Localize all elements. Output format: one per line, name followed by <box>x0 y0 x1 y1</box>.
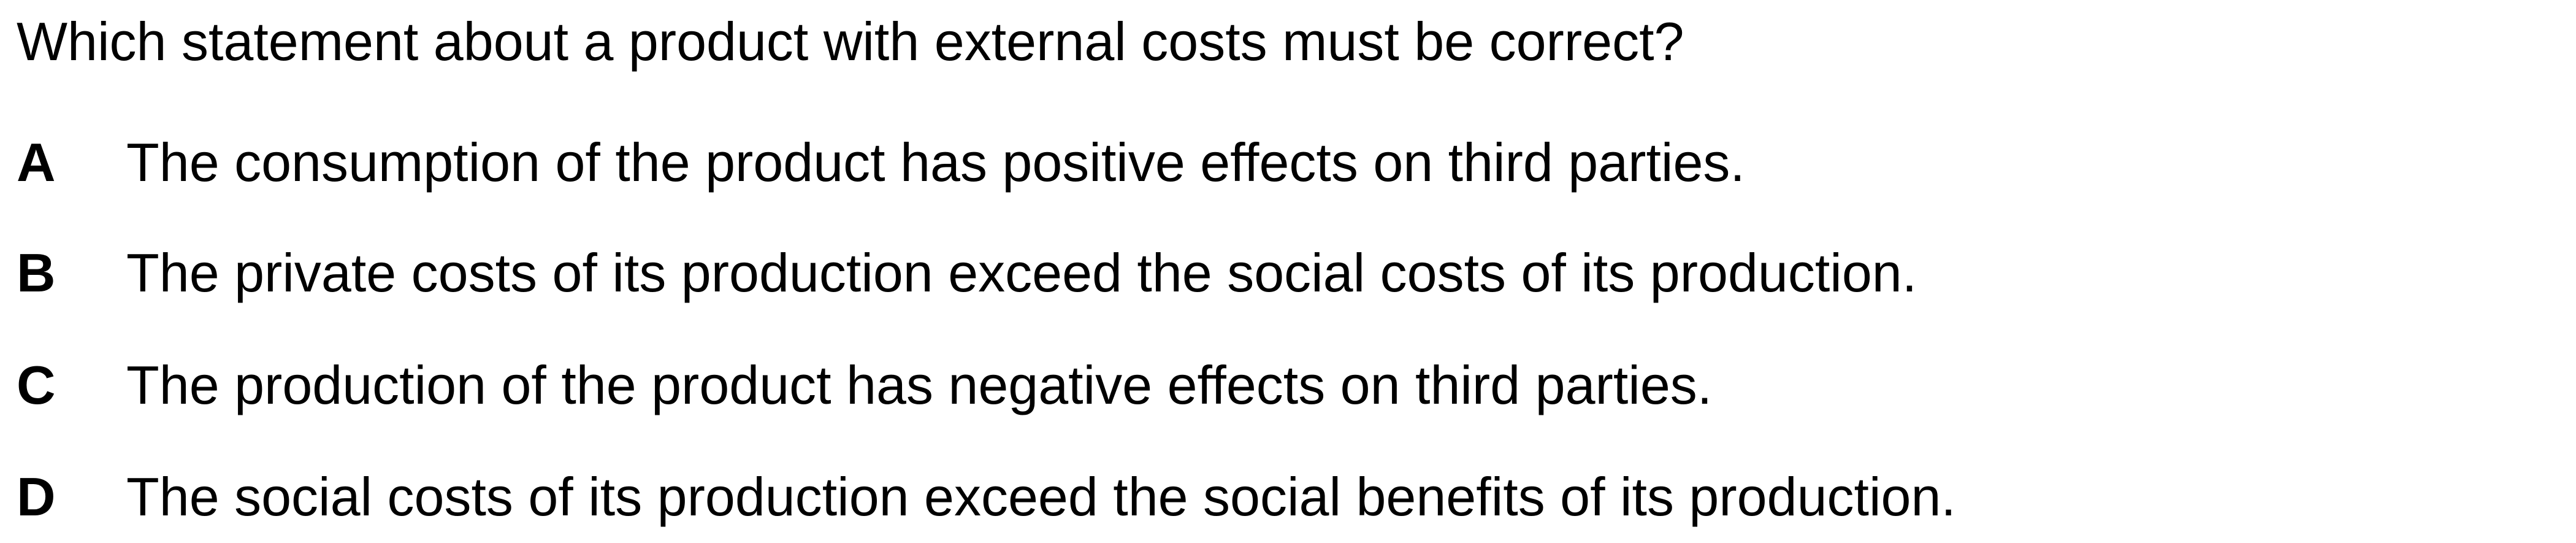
option-c: C The production of the product has nega… <box>17 352 1712 419</box>
option-letter-c: C <box>17 355 56 415</box>
option-letter-b: B <box>17 242 56 303</box>
option-text-b: The private costs of its production exce… <box>126 242 1917 303</box>
option-text-a: The consumption of the product has posit… <box>126 132 1745 193</box>
option-text-d: The social costs of its production excee… <box>126 466 1956 527</box>
option-letter-a: A <box>17 132 56 193</box>
option-text-c: The production of the product has negati… <box>126 355 1713 415</box>
option-a: A The consumption of the product has pos… <box>17 129 1745 196</box>
option-d: D The social costs of its production exc… <box>17 463 1956 531</box>
question-text: Which statement about a product with ext… <box>17 11 1684 72</box>
option-b: B The private costs of its production ex… <box>17 239 1917 307</box>
option-letter-d: D <box>17 466 56 527</box>
